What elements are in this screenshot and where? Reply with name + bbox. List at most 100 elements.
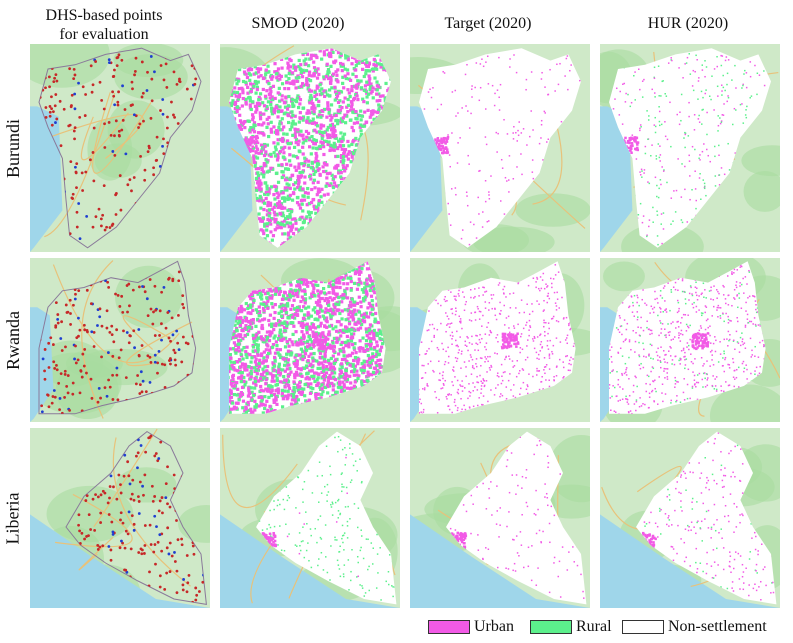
settlement-cell bbox=[352, 121, 356, 125]
settlement-cell bbox=[368, 115, 372, 119]
capital-cell bbox=[254, 137, 258, 141]
settlement-cell bbox=[318, 366, 322, 370]
settlement-cell bbox=[320, 136, 324, 141]
settlement-cell bbox=[367, 74, 371, 78]
dhs-point bbox=[90, 330, 94, 334]
settlement-cell bbox=[302, 337, 306, 341]
settlement-cell bbox=[307, 305, 311, 309]
settlement-cell bbox=[241, 121, 245, 126]
settlement-cell bbox=[309, 166, 313, 170]
capital-cell bbox=[250, 149, 253, 152]
settlement-cell bbox=[633, 74, 635, 77]
settlement-cell bbox=[702, 96, 704, 99]
settlement-cell bbox=[456, 162, 459, 164]
settlement-cell bbox=[301, 209, 305, 213]
settlement-cell bbox=[469, 221, 472, 223]
settlement-cell bbox=[750, 95, 753, 97]
settlement-cell bbox=[288, 212, 292, 216]
settlement-cell bbox=[560, 120, 563, 123]
settlement-cell bbox=[540, 119, 543, 122]
settlement-cell bbox=[484, 136, 487, 138]
settlement-cell bbox=[339, 131, 343, 135]
settlement-cell bbox=[273, 145, 278, 149]
capital-cell bbox=[636, 146, 639, 150]
settlement-cell bbox=[247, 365, 251, 369]
settlement-cell bbox=[262, 104, 267, 108]
settlement-cell bbox=[291, 231, 296, 236]
settlement-cell bbox=[285, 132, 289, 136]
country-outline bbox=[38, 260, 197, 415]
dhs-point bbox=[92, 126, 96, 130]
settlement-cell bbox=[296, 105, 301, 110]
dhs-point bbox=[175, 82, 179, 86]
settlement-cell bbox=[694, 188, 697, 190]
settlement-cell bbox=[339, 160, 343, 164]
settlement-cell bbox=[265, 224, 269, 228]
settlement-cell bbox=[328, 75, 333, 80]
settlement-cell bbox=[342, 165, 346, 169]
settlement-cell bbox=[288, 81, 292, 85]
dhs-point bbox=[158, 334, 161, 337]
settlement-cell bbox=[335, 78, 339, 82]
settlement-cell bbox=[330, 122, 335, 126]
settlement-cell bbox=[264, 72, 268, 76]
settlement-cell bbox=[248, 65, 252, 69]
settlement-cell bbox=[268, 218, 272, 222]
settlement-cell bbox=[349, 339, 354, 343]
settlement-cell bbox=[348, 118, 353, 122]
settlement-cell bbox=[346, 157, 350, 161]
settlement-cell bbox=[481, 226, 484, 228]
col-title-target-text: Target (2020) bbox=[444, 15, 532, 32]
settlement-cell bbox=[278, 105, 282, 109]
settlement-cell bbox=[351, 129, 356, 133]
settlement-cell bbox=[333, 175, 337, 179]
capital-cell bbox=[253, 141, 257, 144]
row-label-liberia-text: Liberia bbox=[2, 492, 23, 544]
settlement-cell bbox=[691, 188, 693, 191]
settlement-cell bbox=[317, 72, 321, 77]
settlement-cell bbox=[259, 143, 264, 147]
settlement-cell bbox=[308, 174, 312, 179]
settlement-cell bbox=[314, 156, 318, 161]
settlement-cell bbox=[356, 362, 360, 366]
dhs-point bbox=[128, 178, 132, 182]
settlement-cell bbox=[278, 122, 282, 126]
dhs-point bbox=[143, 290, 147, 294]
settlement-cell bbox=[375, 84, 379, 88]
settlement-cell bbox=[327, 88, 332, 92]
settlement-cell bbox=[685, 62, 688, 64]
settlement-cell bbox=[280, 222, 284, 226]
dhs-point bbox=[99, 224, 103, 228]
capital-cell bbox=[248, 143, 252, 147]
dhs-point bbox=[92, 330, 96, 334]
settlement-cell bbox=[283, 385, 287, 389]
settlement-cell bbox=[268, 187, 272, 191]
settlement-cell bbox=[301, 194, 305, 198]
settlement-cell bbox=[701, 109, 703, 111]
settlement-cell bbox=[531, 159, 534, 161]
settlement-cell bbox=[290, 98, 294, 102]
settlement-cell bbox=[299, 70, 304, 74]
settlement-cell bbox=[375, 352, 379, 357]
dhs-point bbox=[161, 144, 164, 148]
settlement-cell bbox=[375, 80, 379, 84]
settlement-cell bbox=[457, 142, 459, 144]
settlement-cell bbox=[309, 211, 313, 215]
settlement-cell bbox=[375, 88, 379, 92]
settlement-cell bbox=[745, 109, 747, 111]
settlement-cell bbox=[327, 281, 332, 285]
settlement-cell bbox=[312, 110, 316, 114]
settlement-cell bbox=[470, 112, 472, 115]
settlement-cell bbox=[651, 88, 653, 91]
settlement-cell bbox=[682, 77, 684, 79]
settlement-cell bbox=[331, 327, 335, 331]
dhs-point bbox=[62, 107, 66, 111]
dhs-point bbox=[107, 351, 110, 354]
dhs-point bbox=[176, 122, 180, 125]
settlement-cell bbox=[512, 132, 514, 134]
settlement-cell bbox=[684, 146, 686, 149]
settlement-cell bbox=[313, 94, 317, 98]
settlement-cell bbox=[565, 57, 568, 60]
settlement-cell bbox=[256, 173, 261, 178]
settlement-cell bbox=[288, 65, 293, 69]
